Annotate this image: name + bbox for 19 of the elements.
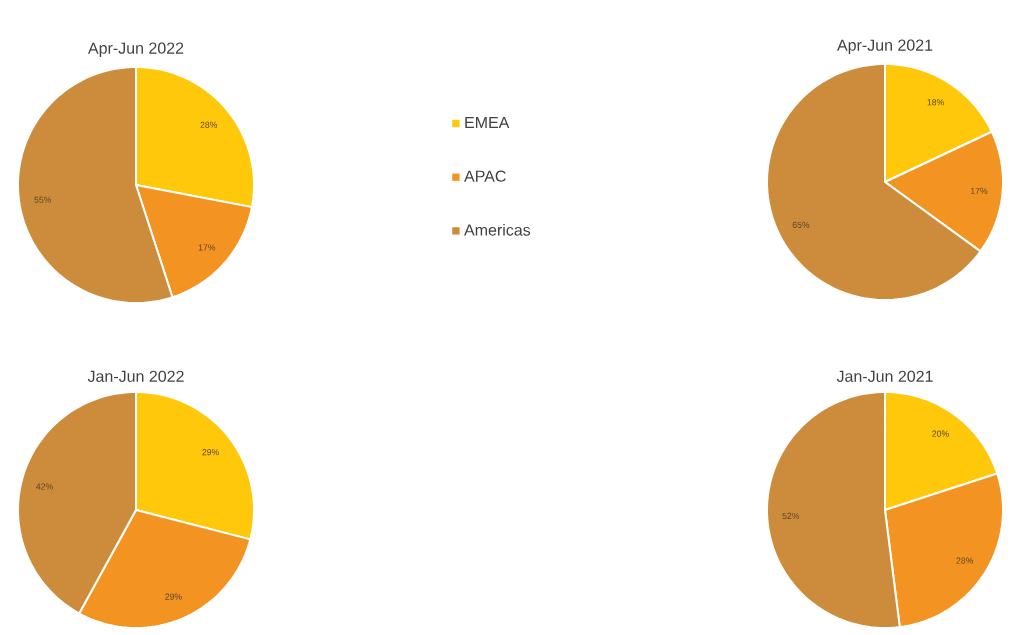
data-label: 29% xyxy=(202,449,219,456)
chart-title: Jan-Jun 2022 xyxy=(87,370,184,382)
data-label: 17% xyxy=(970,187,988,194)
legend-label: Americas xyxy=(464,223,531,236)
data-label: 18% xyxy=(927,99,944,106)
data-label: 17% xyxy=(198,244,216,251)
data-label: 28% xyxy=(956,557,974,564)
chart-title: Apr-Jun 2022 xyxy=(87,42,184,57)
data-label: 20% xyxy=(932,430,949,437)
data-label: 52% xyxy=(782,512,800,519)
chart-title: Apr-Jun 2021 xyxy=(837,39,933,54)
legend-label: EMEA xyxy=(465,116,510,128)
chart-title: Jan-Jun 2021 xyxy=(836,370,933,382)
data-label: 65% xyxy=(792,221,810,228)
data-label: 42% xyxy=(36,483,53,490)
data-label: 29% xyxy=(165,593,182,600)
data-label: 28% xyxy=(200,121,218,128)
data-label: 55% xyxy=(34,196,52,203)
legend-label: APAC xyxy=(464,170,506,182)
